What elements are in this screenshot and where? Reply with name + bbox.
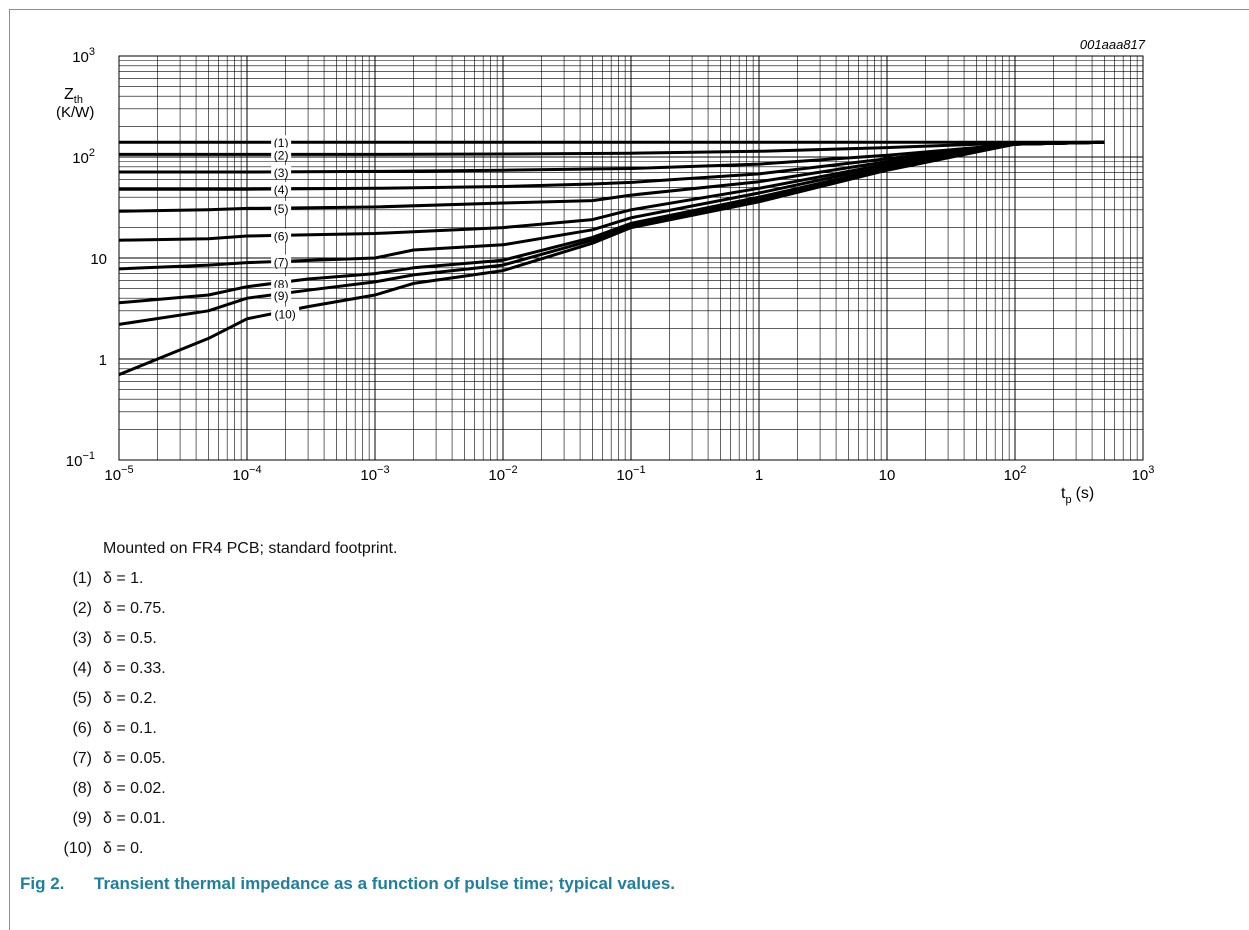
curve-label-bg bbox=[271, 254, 292, 268]
y-axis-label-main: Z bbox=[64, 86, 74, 103]
figure-caption: Fig 2. Transient thermal impedance as a f… bbox=[20, 874, 675, 894]
note-number: (8) bbox=[72, 780, 92, 797]
chart: (1)(2)(3)(4)(5)(6)(7)(8)(9)(10) 10−5 10−4… bbox=[56, 37, 1155, 506]
x-axis-label-main: t bbox=[1061, 485, 1066, 502]
curve-label: (5) bbox=[274, 202, 289, 216]
curve-label: (1) bbox=[274, 136, 289, 150]
chart-id-label: 001aaa817 bbox=[1080, 37, 1146, 52]
y-axis-label: Zth bbox=[64, 86, 83, 106]
x-tick-label: 10−3 bbox=[360, 464, 389, 484]
curve-labels: (1)(2)(3)(4)(5)(6)(7)(8)(9)(10) bbox=[271, 135, 300, 322]
x-tick-label: 10−1 bbox=[616, 464, 645, 484]
note-number: (5) bbox=[72, 690, 92, 707]
x-tick-label: 102 bbox=[1004, 464, 1027, 484]
x-tick-label: 10−4 bbox=[232, 464, 261, 484]
tick-labels: 10−5 10−4 10−3 10−2 10−1 1 10 102 103 10−1 1 10 102 1… bbox=[66, 46, 1155, 484]
plot-border bbox=[118, 55, 1144, 461]
curve-label-bg bbox=[271, 147, 292, 161]
note-text: δ = 0.5. bbox=[103, 630, 157, 647]
y-tick-label: 103 bbox=[72, 46, 95, 66]
y-tick-label: 10−1 bbox=[66, 450, 95, 470]
curve-label: (4) bbox=[274, 183, 289, 197]
note-number: (3) bbox=[72, 630, 92, 647]
y-axis-label-sub: th bbox=[74, 94, 83, 106]
y-axis-unit: (K/W) bbox=[56, 104, 94, 121]
x-axis-label: tp (s) bbox=[1061, 485, 1094, 506]
note-text: δ = 0.33. bbox=[103, 660, 166, 677]
x-axis-label-unit: (s) bbox=[1076, 485, 1095, 502]
curve-label-bg bbox=[271, 287, 292, 301]
note-item: (3) δ = 0.5. bbox=[0, 630, 600, 650]
curve-5 bbox=[118, 140, 1105, 213]
note-text: δ = 0.01. bbox=[103, 810, 166, 827]
note-item: (10) δ = 0. bbox=[0, 840, 600, 860]
note-item: (1) δ = 1. bbox=[0, 570, 600, 590]
curve-label: (10) bbox=[274, 308, 295, 322]
curve-label-bg bbox=[271, 182, 292, 196]
note-number: (7) bbox=[72, 750, 92, 767]
note-number: (2) bbox=[72, 600, 92, 617]
x-tick-label: 1 bbox=[755, 467, 763, 484]
note-text: δ = 0.2. bbox=[103, 690, 157, 707]
y-tick-label: 10 bbox=[90, 251, 107, 268]
curve-label: (6) bbox=[274, 230, 289, 244]
curve-10 bbox=[118, 140, 1105, 376]
note-item: (7) δ = 0.05. bbox=[0, 750, 600, 770]
x-axis-label-sub: p bbox=[1065, 494, 1071, 506]
note-text: δ = 0. bbox=[103, 840, 144, 857]
note-item: (2) δ = 0.75. bbox=[0, 600, 600, 620]
note-item: (4) δ = 0.33. bbox=[0, 660, 600, 680]
note-item: (5) δ = 0.2. bbox=[0, 690, 600, 710]
x-tick-label: 103 bbox=[1132, 464, 1155, 484]
curve-label-bg bbox=[271, 276, 292, 290]
note-item: (9) δ = 0.01. bbox=[0, 810, 600, 830]
x-tick-label: 10−2 bbox=[488, 464, 517, 484]
note-number: (4) bbox=[72, 660, 92, 677]
note-number: (1) bbox=[72, 570, 92, 587]
note-number: (6) bbox=[72, 720, 92, 737]
y-tick-label: 102 bbox=[72, 147, 95, 167]
curve-label: (7) bbox=[274, 256, 289, 270]
note-item: (8) δ = 0.02. bbox=[0, 780, 600, 800]
figure-number: Fig 2. bbox=[20, 874, 65, 893]
curve-label-bg bbox=[271, 135, 292, 149]
note-text: δ = 1. bbox=[103, 570, 144, 587]
x-tick-label: 10 bbox=[879, 467, 896, 484]
mounting-note: Mounted on FR4 PCB; standard footprint. bbox=[103, 540, 398, 557]
y-tick-label: 1 bbox=[99, 352, 107, 369]
curve-label: (3) bbox=[274, 166, 289, 180]
x-tick-label: 10−5 bbox=[104, 464, 133, 484]
curve-7 bbox=[118, 140, 1105, 271]
note-text: δ = 0.75. bbox=[103, 600, 166, 617]
note-item: (6) δ = 0.1. bbox=[0, 720, 600, 740]
page-frame bbox=[9, 9, 1249, 930]
curve-label-bg bbox=[271, 228, 292, 242]
note-text: δ = 0.02. bbox=[103, 780, 166, 797]
note-number: (10) bbox=[63, 840, 92, 857]
curve-label: (2) bbox=[274, 148, 289, 162]
curve-label-bg bbox=[271, 201, 292, 215]
note-text: δ = 0.05. bbox=[103, 750, 166, 767]
curve-label-bg bbox=[271, 164, 292, 178]
curve-label: (9) bbox=[274, 289, 289, 303]
note-text: δ = 0.1. bbox=[103, 720, 157, 737]
note-number: (9) bbox=[72, 810, 92, 827]
curve-label-bg bbox=[271, 306, 300, 320]
figure-title: Transient thermal impedance as a functio… bbox=[94, 874, 675, 893]
